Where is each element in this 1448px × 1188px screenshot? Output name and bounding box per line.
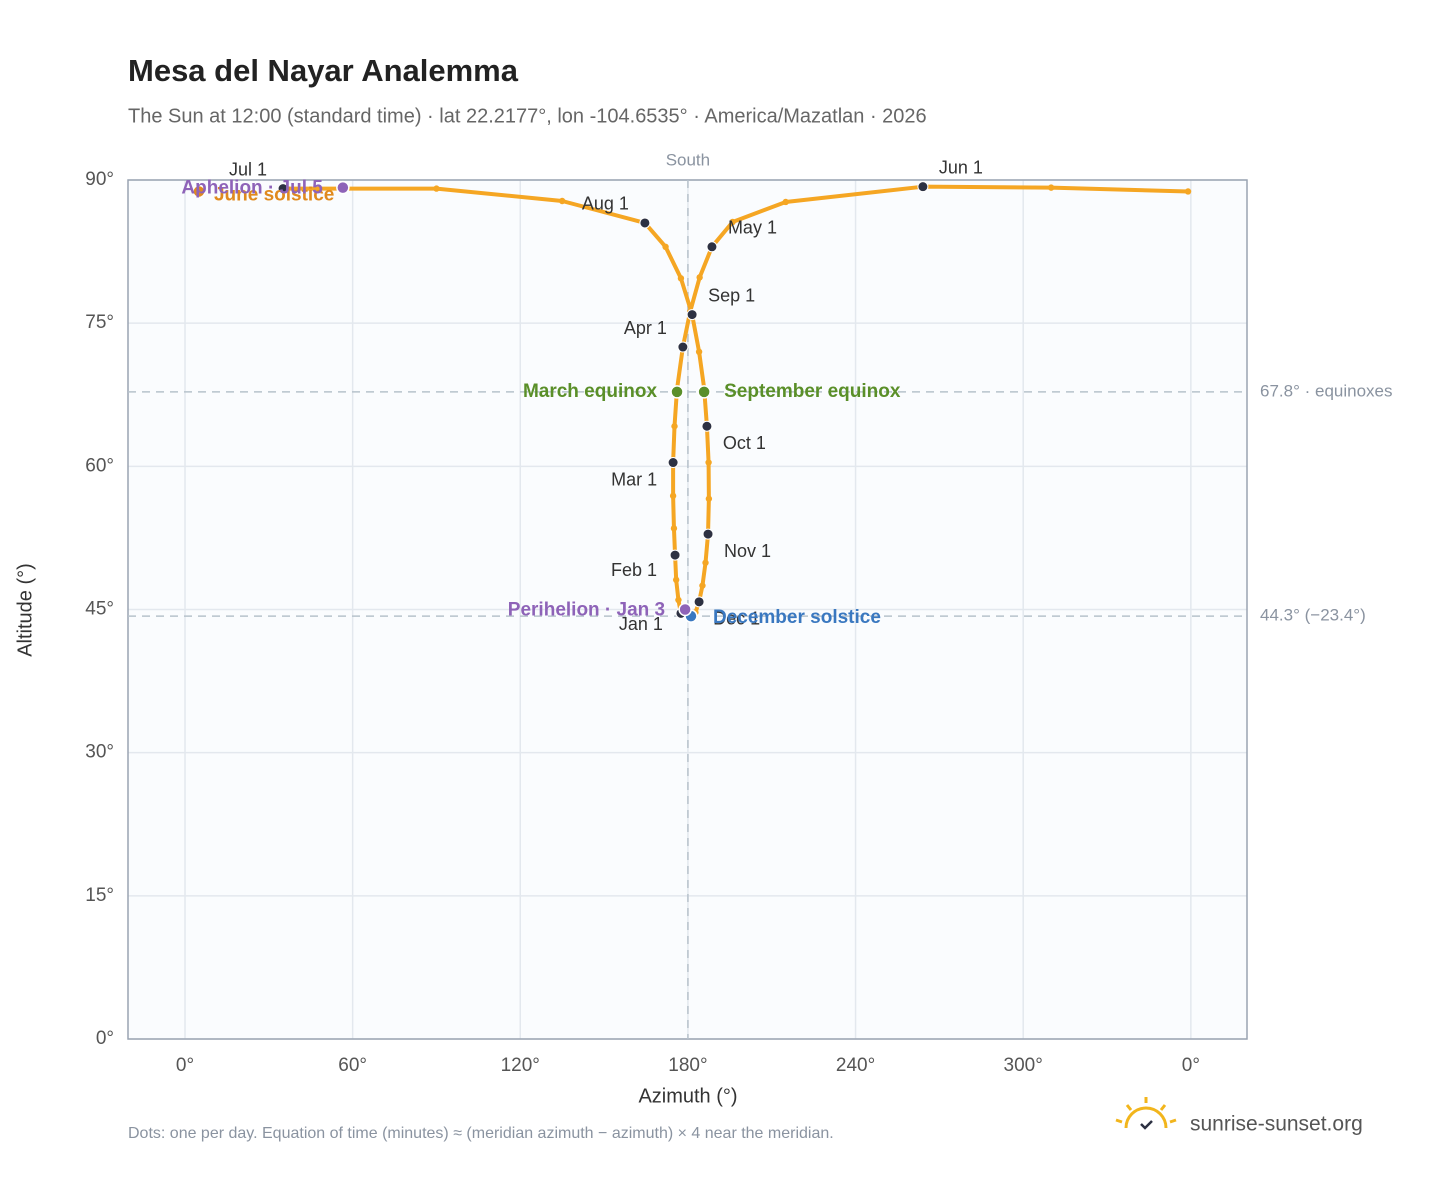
y-tick-label: 75° — [85, 312, 114, 333]
day-dot — [671, 423, 678, 430]
month-label: Sep 1 — [708, 285, 755, 305]
month-dot — [701, 420, 713, 432]
month-dot — [667, 457, 679, 469]
y-axis-label: Altitude (°) — [14, 563, 36, 657]
y-tick-label: 30° — [85, 742, 114, 763]
day-dot — [672, 576, 680, 584]
month-label: Oct 1 — [723, 433, 766, 453]
event-dot — [336, 180, 350, 195]
month-dot — [669, 549, 681, 561]
day-dot — [699, 582, 706, 589]
y-tick-label: 0° — [96, 1028, 114, 1049]
event-label: Aphelion · Jul 5 — [181, 178, 323, 199]
event-dot — [670, 385, 684, 399]
month-label: May 1 — [728, 218, 777, 238]
y-tick-label: 45° — [85, 599, 114, 620]
reference-label: 67.8° · equinoxes — [1260, 381, 1393, 400]
chart-subtitle: The Sun at 12:00 (standard time) · lat 2… — [128, 105, 927, 127]
event-label: September equinox — [724, 381, 901, 402]
chart-title: Mesa del Nayar Analemma — [128, 53, 519, 88]
day-dot — [705, 459, 712, 466]
x-tick-label: 120° — [501, 1055, 540, 1076]
month-label: Jan 1 — [619, 614, 663, 634]
month-dot — [277, 183, 289, 195]
event-label: Perihelion · Jan 3 — [508, 600, 665, 621]
day-dot — [1184, 188, 1192, 195]
footnote: Dots: one per day. Equation of time (min… — [128, 1125, 834, 1142]
day-dot — [782, 198, 789, 206]
x-axis-label: Azimuth (°) — [638, 1085, 737, 1107]
month-dot — [706, 241, 718, 253]
x-tick-label: 300° — [1004, 1055, 1043, 1076]
month-label: Feb 1 — [611, 560, 657, 580]
event-dot — [678, 602, 692, 617]
x-tick-label: 60° — [338, 1055, 367, 1076]
day-dot — [729, 218, 736, 226]
day-dot — [558, 197, 566, 205]
day-dot — [705, 495, 713, 502]
x-tick-label: 0° — [176, 1055, 194, 1076]
day-dot — [670, 525, 678, 532]
day-dot — [695, 348, 703, 355]
month-dot — [677, 341, 689, 353]
day-dot — [433, 185, 440, 192]
event-dot — [192, 184, 206, 199]
reference-label: South — [666, 150, 710, 169]
month-label: Mar 1 — [611, 469, 657, 489]
x-tick-label: 240° — [836, 1055, 875, 1076]
month-label: Jun 1 — [939, 157, 983, 177]
event-label: December solstice — [713, 607, 881, 628]
reference-label: 44.3° (−23.4°) — [1260, 606, 1366, 625]
event-dot — [697, 385, 711, 399]
x-tick-label: 0° — [1182, 1055, 1200, 1076]
month-dot — [686, 309, 698, 321]
brand: sunrise-sunset.org — [1190, 1113, 1363, 1136]
day-dot — [662, 243, 669, 251]
day-dot — [669, 492, 677, 500]
day-dot — [696, 274, 703, 281]
day-dot — [702, 559, 709, 566]
month-label: Jul 1 — [229, 159, 267, 179]
event-label: June solstice — [214, 184, 334, 205]
month-dot — [702, 528, 714, 540]
brand-logo — [1115, 1097, 1177, 1130]
month-label: Nov 1 — [724, 541, 771, 561]
day-dot — [675, 596, 682, 604]
day-dot — [677, 275, 685, 282]
y-tick-label: 60° — [85, 455, 114, 476]
month-dot — [693, 596, 705, 608]
month-label: Apr 1 — [624, 318, 667, 338]
month-dot — [639, 217, 651, 229]
y-tick-label: 15° — [85, 885, 114, 906]
month-dot — [917, 181, 929, 193]
x-tick-label: 180° — [668, 1055, 707, 1076]
event-label: March equinox — [523, 381, 658, 402]
day-dot — [1047, 184, 1055, 191]
y-tick-label: 90° — [85, 169, 114, 190]
month-label: Dec 1 — [713, 609, 760, 629]
month-label: Aug 1 — [582, 194, 629, 214]
